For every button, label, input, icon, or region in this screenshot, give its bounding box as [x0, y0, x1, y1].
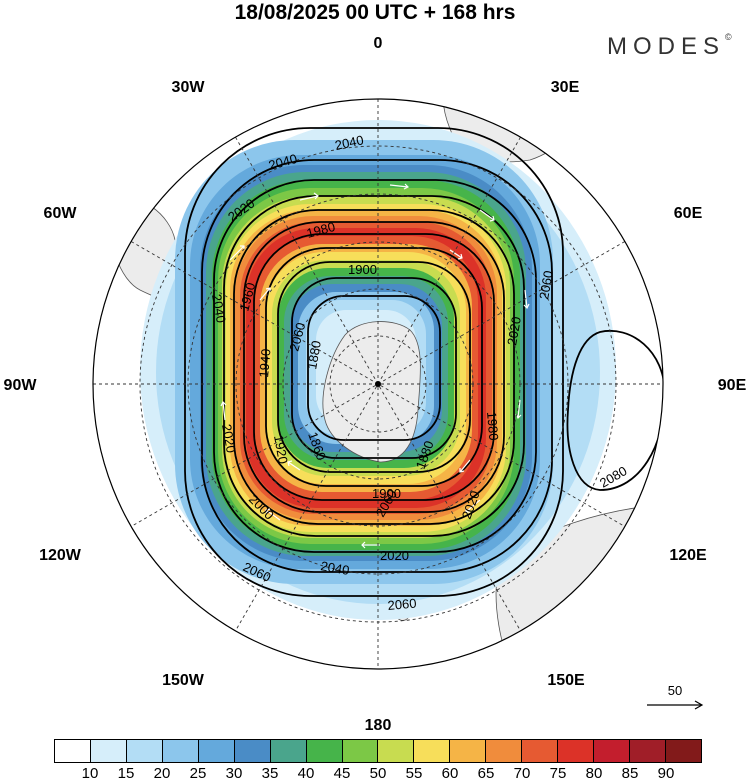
colorbar-tick-label: 20 — [153, 765, 171, 782]
colorbar-swatch — [378, 740, 415, 762]
contour-label: 2020 — [504, 315, 524, 346]
colorbar-swatch — [270, 740, 307, 762]
lon-label-30w: 30W — [171, 79, 205, 96]
lon-label-180: 180 — [364, 717, 392, 734]
lon-label-120e: 120E — [669, 547, 707, 564]
lon-label-30e: 30E — [550, 79, 580, 96]
colorbar-tick-label: 75 — [549, 765, 567, 782]
colorbar-swatch — [630, 740, 666, 762]
colorbar-swatch — [90, 740, 127, 762]
lon-label-0: 0 — [373, 35, 383, 52]
colorbar-swatch — [306, 740, 343, 762]
contour-label: 2020 — [380, 548, 409, 563]
reference-vector: 50 — [645, 683, 705, 723]
colorbar-swatch — [342, 740, 379, 762]
contour-label: 2060 — [286, 321, 308, 353]
lon-label-60e: 60E — [673, 205, 703, 222]
colorbar-tick-label: 30 — [225, 765, 243, 782]
lon-label-90w: 90W — [3, 377, 37, 394]
colorbar-swatch — [450, 740, 487, 762]
madagascar-land — [593, 155, 616, 188]
contour-label: 1980 — [305, 219, 337, 241]
colorbar-tick-label: 60 — [441, 765, 459, 782]
colorbar-swatch — [522, 740, 559, 762]
colorbar-swatch — [126, 740, 163, 762]
reference-vector-label: 50 — [667, 683, 683, 698]
contour-label: 2060 — [387, 596, 417, 613]
colorbar-swatch — [55, 740, 91, 762]
colorbar-tick-label: 35 — [261, 765, 279, 782]
colorbar-labels: 10 15 20 25 30 35 40 45 50 55 60 65 70 75 80 85 90 — [54, 765, 702, 783]
contour-label: 2040 — [209, 293, 229, 324]
contour-label: 1880 — [304, 339, 324, 370]
lon-label-150e: 150E — [547, 672, 585, 689]
chart-title: 18/08/2025 00 UTC + 168 hrs — [234, 1, 516, 24]
map-boundary — [92, 98, 664, 670]
contour-label: 1960 — [236, 281, 258, 313]
contour-label: 1940 — [256, 348, 273, 378]
south-pole-marker — [375, 381, 381, 387]
colorbar-swatch — [414, 740, 451, 762]
colorbar-tick-label: 50 — [369, 765, 387, 782]
colorbar-swatch — [665, 740, 701, 762]
colorbar-tick-label: 65 — [477, 765, 495, 782]
colorbar-swatch — [594, 740, 630, 762]
lon-label-150w: 150W — [162, 672, 204, 689]
brand-logo: MODES© — [607, 32, 732, 60]
colorbar-swatch — [162, 740, 199, 762]
colorbar-swatch — [198, 740, 235, 762]
colorbar-tick-label: 15 — [117, 765, 135, 782]
wind-vectors — [220, 183, 530, 549]
lon-label-90e: 90E — [717, 377, 747, 394]
colorbar — [54, 739, 702, 763]
contour-label: 1900 — [348, 262, 377, 277]
colorbar-tick-label: 40 — [297, 765, 315, 782]
colorbar-tick-label: 70 — [513, 765, 531, 782]
contour-label: 2040 — [334, 132, 365, 153]
contour-label: 2040 — [267, 151, 299, 173]
lon-label-120w: 120W — [39, 547, 81, 564]
colorbar-swatch — [486, 740, 523, 762]
colorbar-tick-label: 10 — [81, 765, 99, 782]
reference-vector-arrow — [647, 700, 704, 710]
colorbar-tick-label: 90 — [657, 765, 675, 782]
colorbar-tick-label: 55 — [405, 765, 423, 782]
colorbar-tick-label: 25 — [189, 765, 207, 782]
colorbar-tick-label: 85 — [621, 765, 639, 782]
contour-label: 1980 — [484, 411, 501, 441]
contour-label: 2040 — [319, 558, 350, 578]
contour-label: 2060 — [536, 269, 556, 300]
colorbar-tick-label: 45 — [333, 765, 351, 782]
contour-label: 1920 — [271, 434, 291, 465]
contour-label: 2020 — [219, 423, 239, 454]
colorbar-swatch — [558, 740, 595, 762]
colorbar-tick-label: 80 — [585, 765, 603, 782]
lon-label-60w: 60W — [43, 205, 77, 222]
colorbar-swatch — [234, 740, 271, 762]
contour-label: 1900 — [372, 486, 401, 501]
height-contours — [184, 127, 663, 597]
